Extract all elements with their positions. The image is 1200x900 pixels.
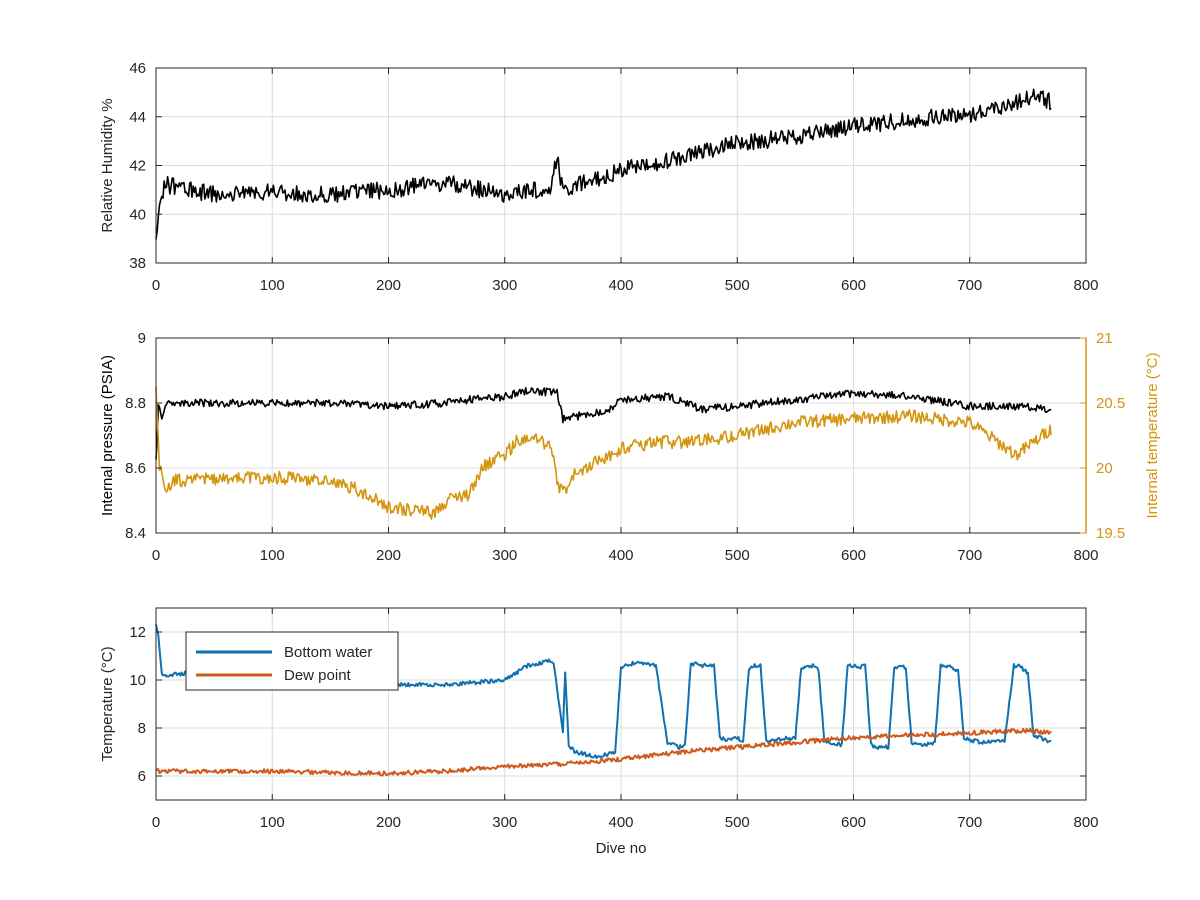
x-tick-label: 700 [957,547,982,564]
x-tick-label: 500 [725,814,750,831]
x-tick-label: 0 [152,547,160,564]
y-tick-label: 9 [138,330,146,347]
x-tick-label: 300 [492,814,517,831]
y-tick-label: 6 [138,768,146,785]
x-tick-label: 800 [1073,277,1098,294]
x-tick-label: 100 [260,814,285,831]
x-tick-label: 600 [841,547,866,564]
y-axis-label: Temperature (°C) [99,646,116,761]
series-line-pressure-1 [155,387,1052,460]
y2-tick-label: 21 [1096,330,1113,347]
y2-tick-label: 20 [1096,460,1113,477]
series-line-pressure-2 [155,386,1052,520]
x-axis-label: Dive no [596,840,647,857]
y-axis-label: Internal pressure (PSIA) [99,355,116,516]
y2-tick-label: 19.5 [1096,525,1125,542]
x-tick-label: 600 [841,814,866,831]
legend: Bottom water Dew point [185,631,399,691]
legend-label: Dew point [284,667,352,684]
x-tick-label: 400 [608,547,633,564]
y-tick-label: 10 [129,672,146,689]
legend-label: Bottom water [284,644,372,661]
y-tick-label: 40 [129,206,146,223]
x-tick-label: 800 [1073,814,1098,831]
y-axis-label: Relative Humidity % [99,98,116,232]
x-tick-label: 500 [725,277,750,294]
x-tick-label: 700 [957,814,982,831]
y-tick-label: 12 [129,624,146,641]
x-tick-label: 0 [152,277,160,294]
pressure-temperature-panel: 0 100 200 300 400 500 600 700 800 8.4 8.6 8.8 9 Inter… [99,330,1161,564]
y-tick-label: 44 [129,109,146,126]
y-tick-label: 8 [138,720,146,737]
x-tick-label: 200 [376,277,401,294]
x-tick-label: 400 [608,814,633,831]
y2-tick-label: 20.5 [1096,395,1125,412]
y-tick-label: 8.6 [125,460,146,477]
series-line-dew-point [155,727,1052,777]
y-tick-label: 8.8 [125,395,146,412]
x-tick-label: 700 [957,277,982,294]
x-tick-label: 400 [608,277,633,294]
x-tick-label: 100 [260,277,285,294]
temperature-panel: 0 100 200 300 400 500 600 700 800 6 8 10 12 Temperatu… [99,607,1099,857]
x-tick-label: 500 [725,547,750,564]
x-tick-label: 0 [152,814,160,831]
x-tick-label: 600 [841,277,866,294]
series-line-humidity-1 [155,88,1052,240]
x-tick-label: 200 [376,814,401,831]
x-tick-label: 300 [492,547,517,564]
y-tick-label: 46 [129,60,146,77]
humidity-panel: 0 100 200 300 400 500 600 700 800 38 40 42 44 46 Relat… [99,60,1099,294]
y2-axis-label: Internal temperature (°C) [1144,352,1161,518]
y-tick-label: 8.4 [125,525,146,542]
x-tick-label: 300 [492,277,517,294]
x-tick-label: 800 [1073,547,1098,564]
x-tick-label: 200 [376,547,401,564]
y-tick-label: 42 [129,158,146,175]
x-tick-label: 100 [260,547,285,564]
y-tick-label: 38 [129,255,146,272]
legend-box [185,631,399,691]
